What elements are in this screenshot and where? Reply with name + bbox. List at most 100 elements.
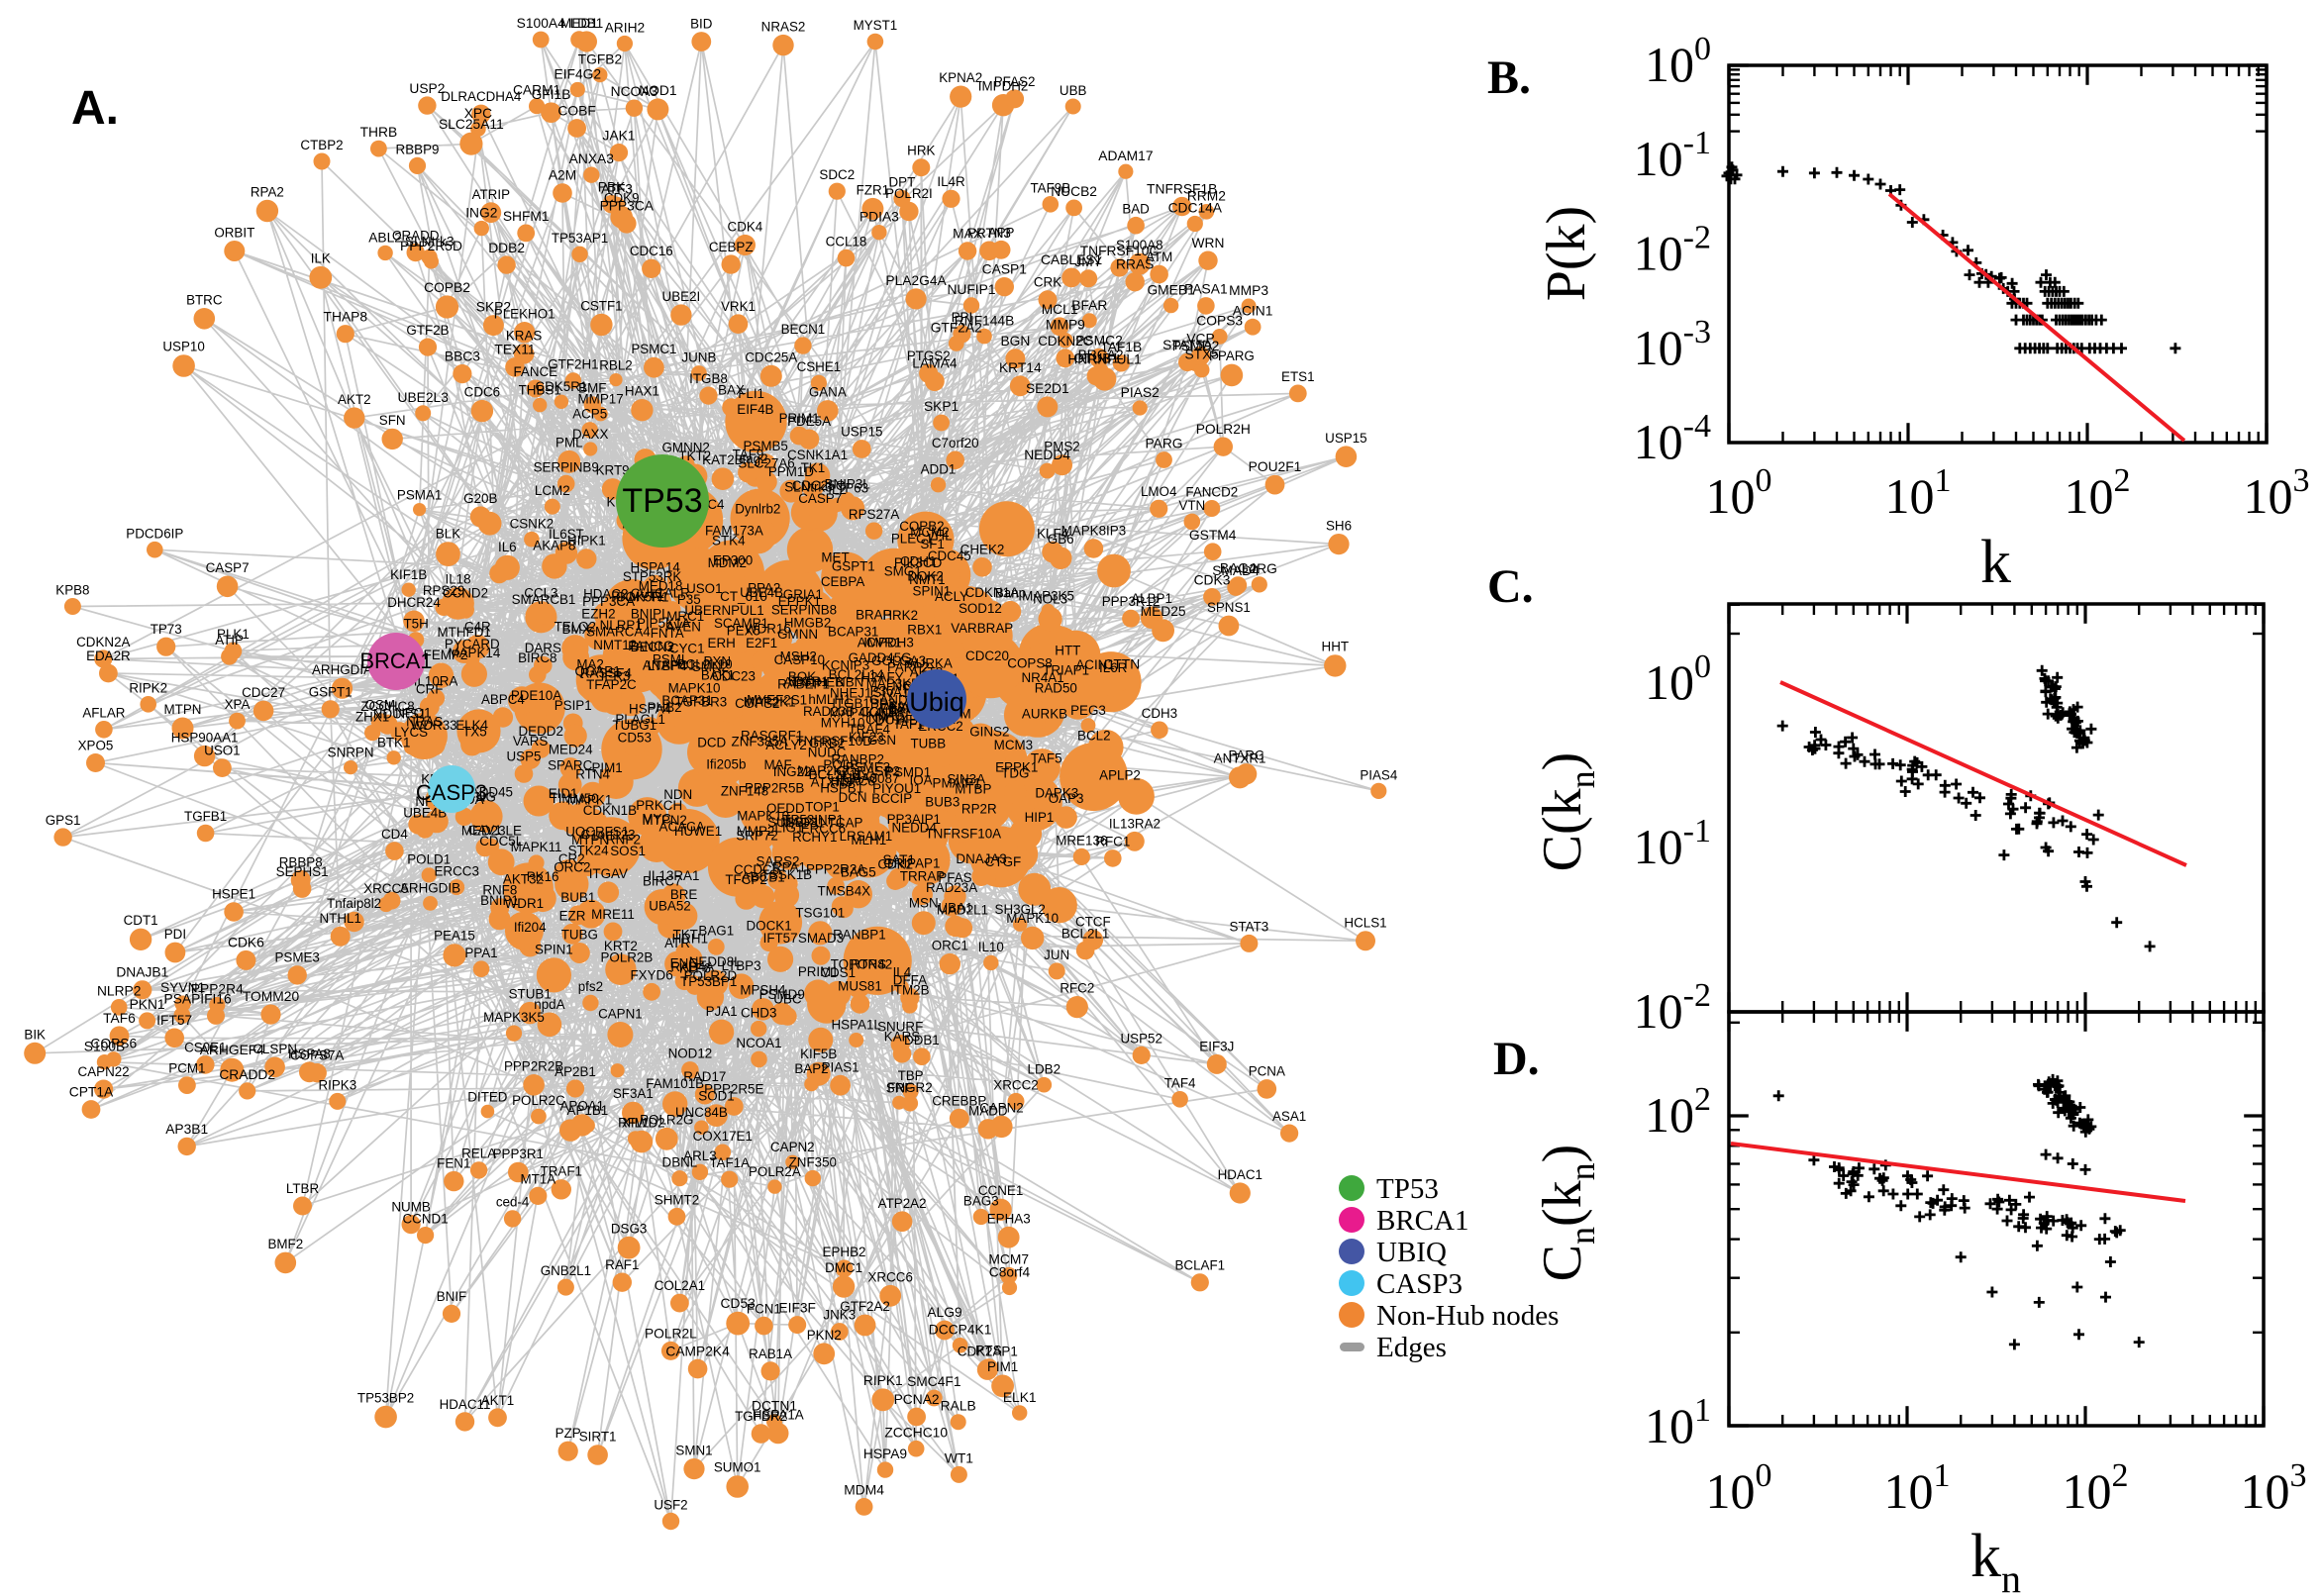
svg-text:MRC1: MRC1 bbox=[666, 609, 704, 624]
svg-text:STX5: STX5 bbox=[1184, 347, 1219, 361]
svg-text:PIP5K1A: PIP5K1A bbox=[637, 616, 690, 631]
svg-text:GMEB1: GMEB1 bbox=[1147, 282, 1194, 297]
svg-text:POLR2A: POLR2A bbox=[749, 1164, 801, 1179]
svg-text:CDKN1A: CDKN1A bbox=[965, 585, 1019, 600]
svg-text:PZP: PZP bbox=[556, 1426, 581, 1441]
svg-text:RP2R: RP2R bbox=[961, 802, 997, 817]
svg-text:TEX11: TEX11 bbox=[494, 343, 535, 357]
svg-text:VTN: VTN bbox=[1178, 498, 1205, 513]
svg-text:ITM2B: ITM2B bbox=[890, 983, 930, 998]
svg-text:RAD17: RAD17 bbox=[683, 1069, 726, 1084]
svg-text:RAF1: RAF1 bbox=[605, 1257, 639, 1272]
svg-text:NEDD8L: NEDD8L bbox=[689, 954, 742, 969]
svg-text:Non-Hub nodes: Non-Hub nodes bbox=[1376, 1300, 1559, 1332]
svg-text:HSPA1A: HSPA1A bbox=[753, 1407, 804, 1422]
svg-text:TSSK1B: TSSK1B bbox=[761, 867, 812, 882]
svg-text:USP15: USP15 bbox=[1325, 431, 1366, 446]
svg-text:SMG1: SMG1 bbox=[884, 563, 922, 578]
svg-text:SKP1: SKP1 bbox=[924, 399, 959, 414]
svg-text:CRADD: CRADD bbox=[392, 228, 440, 243]
svg-text:GMNN2: GMNN2 bbox=[662, 441, 710, 455]
svg-text:SMARCB1: SMARCB1 bbox=[512, 592, 576, 607]
svg-text:STUB1: STUB1 bbox=[509, 986, 552, 1001]
svg-text:CD4: CD4 bbox=[381, 827, 408, 842]
svg-text:BLK: BLK bbox=[436, 527, 460, 542]
svg-text:CDC25A: CDC25A bbox=[745, 349, 797, 364]
svg-text:POLR2G: POLR2G bbox=[640, 1113, 693, 1128]
svg-text:USO1: USO1 bbox=[204, 744, 240, 758]
svg-text:HSPA9: HSPA9 bbox=[863, 1446, 908, 1461]
svg-text:TUBG1: TUBG1 bbox=[612, 718, 656, 733]
svg-text:DAPK3: DAPK3 bbox=[1035, 786, 1078, 801]
svg-text:PSMC2: PSMC2 bbox=[1075, 333, 1123, 348]
svg-text:PPP2R4: PPP2R4 bbox=[191, 981, 244, 996]
svg-text:HHT: HHT bbox=[1322, 640, 1350, 654]
svg-text:RASGRF1: RASGRF1 bbox=[741, 728, 803, 743]
svg-text:KIAA0087: KIAA0087 bbox=[840, 771, 899, 786]
svg-text:RPA1: RPA1 bbox=[772, 859, 806, 874]
svg-text:MCL1: MCL1 bbox=[1042, 302, 1078, 317]
svg-text:P35: P35 bbox=[677, 592, 701, 607]
svg-text:IMPDH2: IMPDH2 bbox=[978, 79, 1029, 94]
svg-text:NRAS: NRAS bbox=[406, 715, 443, 730]
svg-text:ATRIP: ATRIP bbox=[472, 187, 511, 202]
svg-text:BRCA2: BRCA2 bbox=[1078, 348, 1124, 362]
svg-text:MET: MET bbox=[821, 550, 849, 565]
svg-text:HUWE1: HUWE1 bbox=[674, 824, 722, 839]
svg-text:CR2: CR2 bbox=[558, 851, 585, 866]
svg-text:CS0E1: CS0E1 bbox=[184, 1041, 226, 1055]
svg-text:POLE: POLE bbox=[823, 757, 858, 772]
svg-text:RRAS: RRAS bbox=[1116, 257, 1154, 272]
svg-text:RBX1: RBX1 bbox=[907, 622, 942, 637]
svg-text:KPNA2: KPNA2 bbox=[939, 70, 982, 85]
svg-text:RIPK3: RIPK3 bbox=[318, 1077, 356, 1092]
svg-text:PPP2R2A: PPP2R2A bbox=[806, 862, 865, 877]
svg-text:SHFM1: SHFM1 bbox=[503, 209, 550, 224]
svg-text:C8orf4: C8orf4 bbox=[989, 1264, 1031, 1279]
svg-text:PEX5: PEX5 bbox=[727, 623, 760, 638]
svg-text:FXYD6: FXYD6 bbox=[631, 967, 673, 982]
svg-text:SEPHS1: SEPHS1 bbox=[276, 864, 329, 879]
svg-text:TKT2: TKT2 bbox=[678, 449, 711, 463]
svg-text:CHD3: CHD3 bbox=[741, 1005, 776, 1020]
svg-text:TNFRSF10C: TNFRSF10C bbox=[1080, 244, 1160, 258]
svg-text:GRIA1: GRIA1 bbox=[783, 587, 823, 602]
svg-text:ACVR1: ACVR1 bbox=[858, 635, 902, 649]
svg-text:CEBPA: CEBPA bbox=[821, 574, 864, 589]
svg-text:GRB2: GRB2 bbox=[809, 736, 845, 750]
svg-text:PPP2R5E: PPP2R5E bbox=[704, 1082, 763, 1097]
svg-text:WDR16: WDR16 bbox=[745, 621, 791, 636]
svg-text:PKMYT1: PKMYT1 bbox=[611, 589, 664, 604]
svg-text:JNK3: JNK3 bbox=[823, 1308, 856, 1323]
svg-text:STAT5A: STAT5A bbox=[1162, 338, 1213, 352]
svg-text:VRK1: VRK1 bbox=[721, 299, 756, 314]
svg-text:HIP1: HIP1 bbox=[1025, 810, 1055, 825]
svg-text:CCND1: CCND1 bbox=[403, 1211, 449, 1226]
svg-text:DPT: DPT bbox=[889, 175, 916, 190]
svg-text:RFWD2: RFWD2 bbox=[618, 1115, 665, 1130]
svg-text:TAF9B: TAF9B bbox=[1030, 181, 1070, 196]
svg-text:LTBP4: LTBP4 bbox=[648, 658, 687, 673]
svg-text:HSPE1: HSPE1 bbox=[212, 887, 255, 902]
svg-text:ETS1: ETS1 bbox=[1281, 369, 1315, 384]
svg-text:GFI1B: GFI1B bbox=[532, 87, 571, 102]
svg-text:POLR2I: POLR2I bbox=[885, 186, 933, 201]
svg-text:ARL3: ARL3 bbox=[683, 1148, 717, 1163]
svg-text:RNF144B: RNF144B bbox=[955, 313, 1015, 328]
svg-text:TP63: TP63 bbox=[837, 481, 868, 496]
svg-text:IER3: IER3 bbox=[601, 669, 631, 684]
svg-text:TRIAP1: TRIAP1 bbox=[1043, 663, 1089, 678]
svg-text:PPP3R1: PPP3R1 bbox=[493, 1147, 544, 1161]
svg-text:GRIPAP1: GRIPAP1 bbox=[883, 856, 940, 871]
svg-text:PLK1: PLK1 bbox=[217, 627, 250, 642]
svg-text:CAV1: CAV1 bbox=[468, 823, 502, 838]
svg-text:SUMO1: SUMO1 bbox=[714, 1460, 761, 1475]
svg-text:PSME3: PSME3 bbox=[274, 950, 319, 965]
svg-text:L2RG: L2RG bbox=[1242, 561, 1277, 576]
svg-text:XRCC2: XRCC2 bbox=[993, 1077, 1038, 1092]
svg-text:TUBG: TUBG bbox=[561, 928, 598, 943]
svg-text:ABL2: ABL2 bbox=[368, 230, 402, 245]
svg-text:COPS2: COPS2 bbox=[735, 696, 779, 711]
svg-text:MAP2K1: MAP2K1 bbox=[744, 695, 796, 710]
svg-text:RFC1: RFC1 bbox=[1095, 835, 1130, 849]
